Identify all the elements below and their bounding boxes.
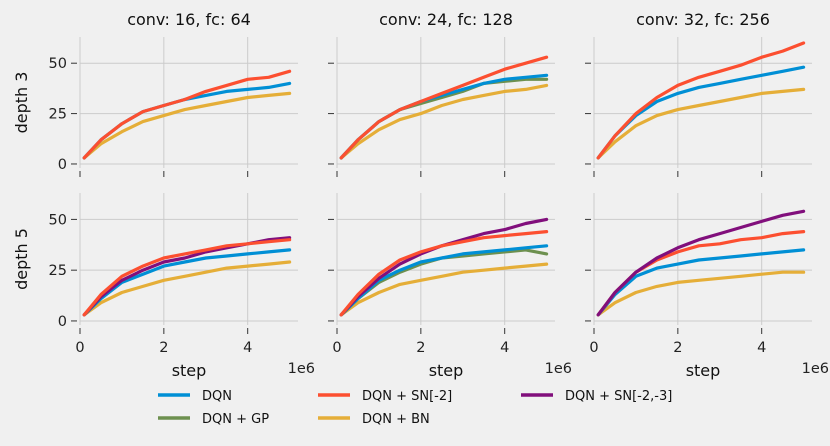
- ytick-label-0-r1c1: 0: [58, 157, 67, 173]
- legend-label-sn2: DQN + SN[-2]: [362, 389, 452, 404]
- series-line-sn2-r1c1: [82, 69, 292, 160]
- series-line-sn2-r1c2: [339, 55, 549, 160]
- ytick-label-0-r2c1: 0: [58, 314, 67, 330]
- legend-label-sn23: DQN + SN[-2,-3]: [565, 389, 672, 404]
- xtick-label-2-r2c1: 2: [159, 340, 168, 356]
- x-exponent-label-r2c1: 1e6: [288, 361, 315, 377]
- series-line-bn-r1c3: [596, 87, 806, 160]
- series-line-bn-r1c2: [339, 83, 549, 160]
- series-line-sn23-r2c3: [596, 209, 806, 317]
- series-line-sn2-r1c3: [596, 41, 806, 160]
- xtick-label-4-r2c3: 4: [757, 340, 766, 356]
- x-exponent-label-r2c3: 1e6: [802, 361, 829, 377]
- series-line-sn2-r2c2: [339, 230, 549, 317]
- series-line-dqn-r2c1: [82, 248, 292, 317]
- series-line-dqn-r2c3: [596, 248, 806, 317]
- column-title-1: conv: 16, fc: 64: [127, 10, 251, 29]
- series-line-sn2-r2c1: [82, 238, 292, 317]
- x-axis-label-r2c3: step: [686, 361, 721, 380]
- ytick-label-25-r1c1: 25: [49, 107, 67, 123]
- ytick-label-50-r1c1: 50: [49, 56, 67, 72]
- column-title-3: conv: 32, fc: 256: [636, 10, 770, 29]
- ytick-label-25-r2c1: 25: [49, 263, 67, 279]
- xtick-label-0-r2c1: 0: [75, 340, 84, 356]
- series-line-dqn-r1c1: [82, 81, 292, 160]
- series-line-bn-r2c1: [82, 260, 292, 317]
- xtick-label-0-r2c2: 0: [332, 340, 341, 356]
- column-title-2: conv: 24, fc: 128: [379, 10, 513, 29]
- legend-label-dqn: DQN: [202, 389, 232, 404]
- xtick-label-2-r2c2: 2: [416, 340, 425, 356]
- series-line-bn-r1c1: [82, 91, 292, 160]
- series-line-bn-r2c2: [339, 262, 549, 317]
- row-label-1: depth 3: [12, 72, 31, 134]
- x-exponent-label-r2c2: 1e6: [545, 361, 572, 377]
- series-line-bn-r2c3: [596, 270, 806, 317]
- legend-label-gp: DQN + GP: [202, 412, 269, 427]
- row-label-2: depth 5: [12, 228, 31, 290]
- xtick-label-4-r2c1: 4: [243, 340, 252, 356]
- ytick-label-50-r2c1: 50: [49, 212, 67, 228]
- x-axis-label-r2c1: step: [172, 361, 207, 380]
- xtick-label-4-r2c2: 4: [500, 340, 509, 356]
- xtick-label-2-r2c3: 2: [673, 340, 682, 356]
- x-axis-label-r2c2: step: [429, 361, 464, 380]
- xtick-label-0-r2c3: 0: [589, 340, 598, 356]
- series-line-dqn-r1c2: [339, 73, 549, 160]
- legend-label-bn: DQN + BN: [362, 412, 430, 427]
- series-line-dqn-r1c3: [596, 65, 806, 160]
